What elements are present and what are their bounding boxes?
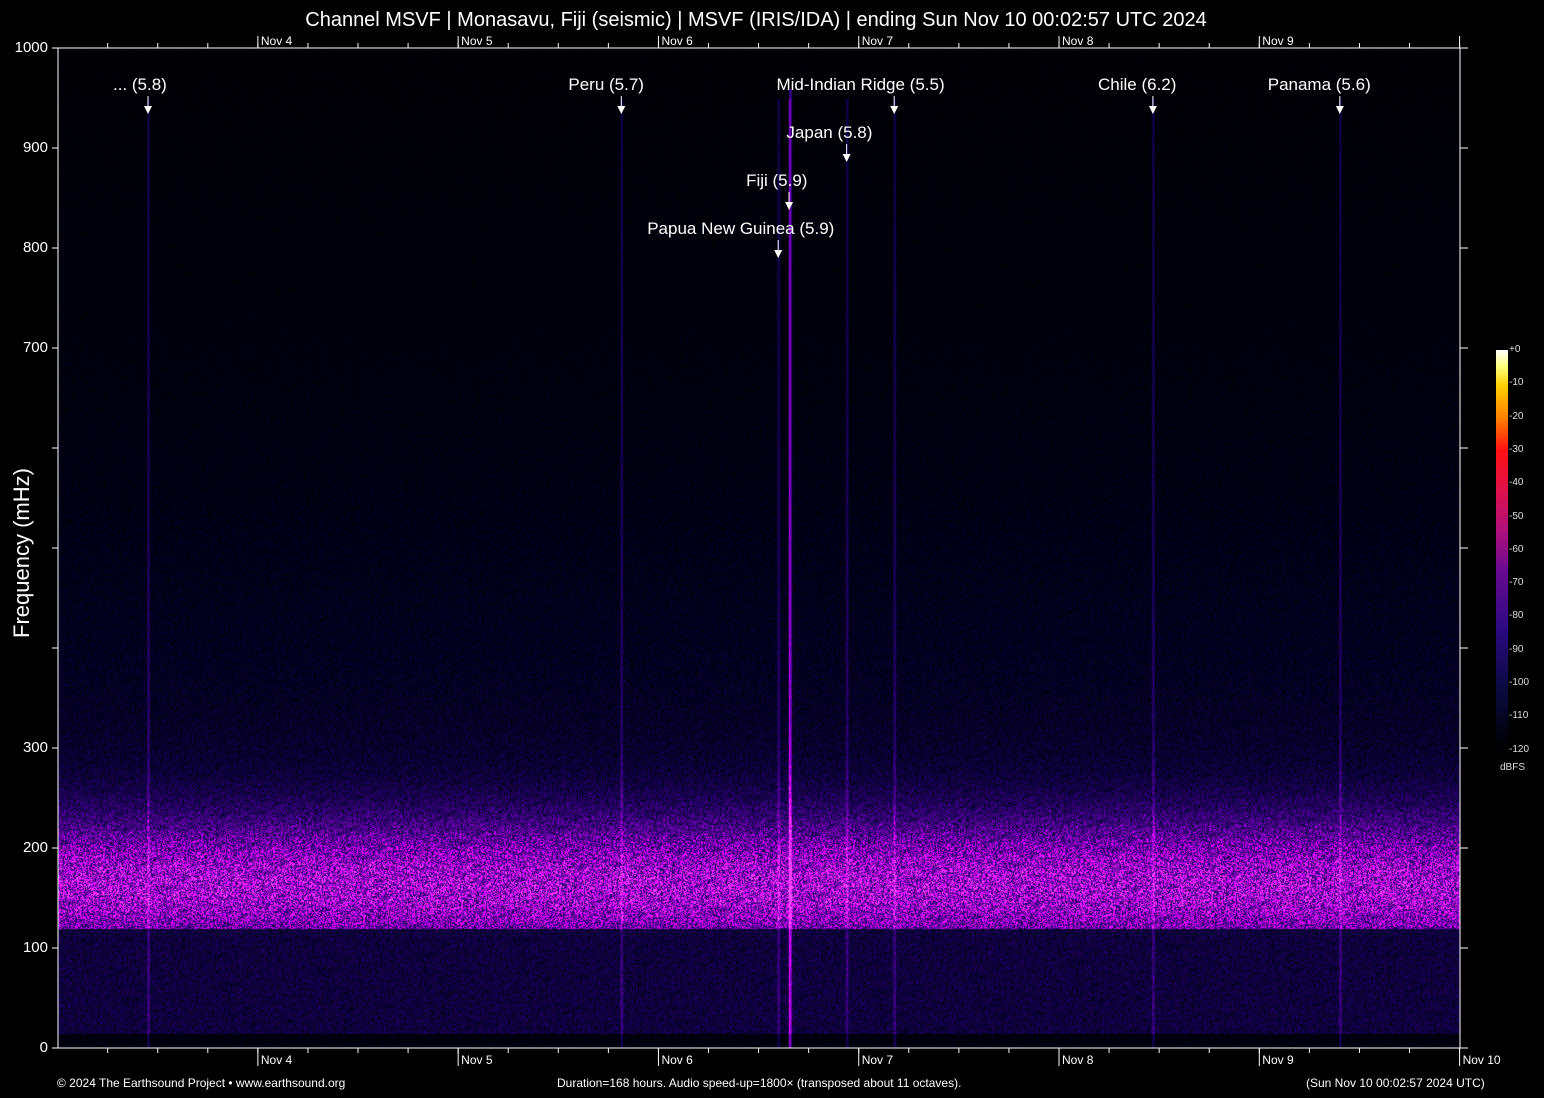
event-arrow-icon — [890, 106, 899, 114]
y-tick-label: 200 — [22, 839, 48, 856]
event-label: Panama (5.6) — [1267, 75, 1371, 94]
event-label: ... (5.8) — [112, 75, 167, 94]
colorbar-tick-label: -100 — [1509, 677, 1530, 688]
x-tick-label-top: Nov 4 — [260, 34, 293, 48]
x-tick-label-top: Nov 7 — [861, 34, 894, 48]
x-tick-label-top: Nov 5 — [461, 34, 493, 48]
colorbar-tick-label: -90 — [1509, 643, 1524, 655]
y-tick-label: 0 — [39, 1039, 48, 1056]
x-tick-label: Nov 7 — [861, 1053, 894, 1067]
y-tick-label: 1000 — [14, 39, 48, 56]
x-tick-label: Nov 10 — [1462, 1053, 1501, 1067]
colorbar-tick-label: -80 — [1509, 610, 1524, 622]
event-label: Papua New Guinea (5.9) — [647, 219, 835, 238]
colorbar-tick-label: -120 — [1509, 743, 1530, 755]
x-tick-label-top: Nov 8 — [1062, 34, 1094, 48]
event-label: Chile (6.2) — [1097, 75, 1177, 94]
event-arrow-icon — [143, 106, 152, 114]
colorbar-unit: dBFS — [1500, 762, 1526, 773]
colorbar-tick-label: -50 — [1509, 510, 1524, 522]
y-tick-label: 700 — [22, 339, 48, 356]
chart-title: Channel MSVF | Monasavu, Fiji (seismic) … — [305, 9, 1207, 31]
event-arrow-icon — [1148, 106, 1157, 114]
event-arrow-icon — [617, 106, 626, 114]
x-tick-label: Nov 5 — [461, 1053, 493, 1067]
event-label: Fiji (5.9) — [746, 171, 808, 190]
colorbar-tick-label: -60 — [1509, 543, 1524, 555]
x-tick-label-top: Nov 9 — [1262, 34, 1294, 48]
colorbar-tick-label: -20 — [1509, 410, 1524, 422]
x-tick-label: Nov 6 — [661, 1053, 693, 1067]
event-label: Peru (5.7) — [568, 75, 644, 94]
colorbar-tick-label: -110 — [1509, 710, 1529, 722]
event-arrow-icon — [774, 250, 783, 258]
x-tick-label: Nov 9 — [1262, 1053, 1294, 1067]
event-arrow-icon — [785, 202, 794, 210]
colorbar-tick-label: -40 — [1509, 477, 1524, 489]
y-tick-label: 300 — [22, 739, 48, 756]
footer-info: Duration=168 hours. Audio speed-up=1800×… — [557, 1076, 962, 1090]
x-tick-label-top: Nov 6 — [661, 34, 693, 48]
event-label: Mid-Indian Ridge (5.5) — [776, 75, 945, 94]
y-tick-label: 800 — [22, 239, 48, 256]
footer-end-time: (Sun Nov 10 00:02:57 2024 UTC) — [1306, 1076, 1485, 1090]
x-tick-label: Nov 8 — [1062, 1053, 1094, 1067]
y-tick-label: 100 — [22, 939, 48, 956]
y-tick-label: 900 — [22, 139, 48, 156]
colorbar-tick-label: -30 — [1509, 443, 1524, 455]
event-arrow-icon — [1335, 106, 1344, 114]
colorbar-tick-label: +0 — [1509, 344, 1521, 355]
colorbar-tick-label: -70 — [1509, 577, 1524, 589]
spectrogram-image — [58, 48, 1460, 1048]
colorbar — [1496, 350, 1508, 750]
spectrogram-plot — [58, 48, 1460, 1048]
x-tick-label: Nov 4 — [260, 1053, 293, 1067]
event-label: Japan (5.8) — [786, 123, 873, 142]
event-arrow-icon — [842, 154, 851, 162]
footer-copyright: © 2024 The Earthsound Project • www.eart… — [57, 1076, 346, 1090]
colorbar-tick-label: -10 — [1509, 377, 1524, 389]
